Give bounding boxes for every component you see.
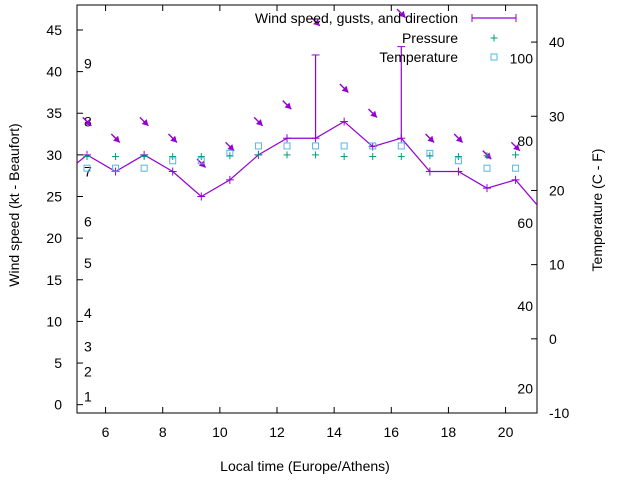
wind-direction-arrow xyxy=(282,100,292,110)
x-axis-label: Local time (Europe/Athens) xyxy=(220,458,390,474)
arrow-head xyxy=(370,110,377,118)
temperature-point xyxy=(483,164,491,172)
fahrenheit-label: 60 xyxy=(517,215,533,231)
temperature-point xyxy=(397,142,405,150)
arrow-head xyxy=(84,119,92,126)
beaufort-label: 6 xyxy=(84,213,92,229)
arrow-head xyxy=(255,119,263,126)
y-tick-label: 10 xyxy=(46,313,62,329)
arrow-head xyxy=(513,144,520,151)
wind-direction-arrow xyxy=(510,141,521,152)
x-tick-label: 12 xyxy=(269,424,285,440)
legend-marker xyxy=(490,53,498,61)
wind-direction-arrow xyxy=(453,133,464,143)
arrow-head xyxy=(170,135,177,143)
wind-direction-arrow xyxy=(110,133,121,143)
arrow-head xyxy=(313,19,320,26)
y-tick-label: 20 xyxy=(46,230,62,246)
wind-direction-arrow xyxy=(139,116,149,127)
y-tick-label: 0 xyxy=(54,397,62,413)
x-tick-label: 8 xyxy=(159,424,167,440)
wind-direction-arrow xyxy=(167,133,178,143)
y-tick-label: 40 xyxy=(46,64,62,80)
arrow-head xyxy=(427,135,435,143)
legend-label: Wind speed, gusts, and direction xyxy=(255,10,458,26)
wind-direction-arrow xyxy=(425,133,435,143)
temperature-point xyxy=(254,142,262,150)
y-tick-label: 5 xyxy=(54,355,62,371)
y-axis-label-right: Temperature (C - F) xyxy=(589,149,605,272)
arrow-head xyxy=(455,135,463,143)
temperature-point xyxy=(169,157,177,165)
y2-tick-label: 20 xyxy=(549,182,565,198)
wind-direction-arrow xyxy=(396,8,407,19)
fahrenheit-label: 20 xyxy=(517,381,533,397)
y-tick-label: 45 xyxy=(46,22,62,38)
beaufort-label: 9 xyxy=(84,55,92,71)
beaufort-labels: 123456789 xyxy=(84,55,92,404)
arrow-head xyxy=(141,119,149,126)
arrow-head xyxy=(227,144,235,151)
y2-tick-label: -10 xyxy=(549,405,569,421)
y2-tick-label: 40 xyxy=(549,34,565,50)
arrow-head xyxy=(341,85,349,93)
temperature-point xyxy=(283,142,291,150)
wind-direction-arrow xyxy=(253,116,264,127)
x-tick-label: 14 xyxy=(326,424,342,440)
wind-direction-arrow xyxy=(225,141,235,152)
y-tick-label: 35 xyxy=(46,105,62,121)
y2-tick-label: 10 xyxy=(549,257,565,273)
data-series xyxy=(77,8,537,206)
wind-direction-arrow xyxy=(82,116,92,127)
fahrenheit-label: 40 xyxy=(517,298,533,314)
temperature-point xyxy=(512,164,520,172)
temperature-point xyxy=(369,142,377,150)
y2-tick-label: 30 xyxy=(549,108,565,124)
legend: Wind speed, gusts, and direction Pressure… xyxy=(255,10,517,65)
x-tick-label: 20 xyxy=(498,424,514,440)
arrow-head xyxy=(398,10,406,18)
wind-direction-arrow xyxy=(367,108,378,118)
y-tick-label: 30 xyxy=(46,147,62,163)
x-tick-label: 18 xyxy=(441,424,457,440)
fahrenheit-label: 80 xyxy=(517,133,533,149)
wind-speed-line xyxy=(77,120,537,206)
wind-direction-arrow xyxy=(339,83,349,94)
temperature-point xyxy=(454,157,462,165)
axis-ticks: 6 8 10 12 14 16 18 20051015202530354045-1001020… xyxy=(46,5,569,440)
beaufort-label: 4 xyxy=(84,305,92,321)
y-tick-label: 25 xyxy=(46,189,62,205)
temperature-point xyxy=(140,164,148,172)
beaufort-label: 2 xyxy=(84,363,92,379)
wind-direction-arrow xyxy=(310,16,321,27)
plot-frame xyxy=(76,4,538,414)
legend-label: Pressure xyxy=(402,30,458,46)
x-tick-label: 6 xyxy=(102,424,110,440)
legend-label: Temperature xyxy=(379,49,458,65)
temperature-point xyxy=(426,149,434,157)
temperature-point xyxy=(197,157,205,165)
y-axis-label-left: Wind speed (kt - Beaufort) xyxy=(6,123,22,286)
beaufort-label: 5 xyxy=(84,255,92,271)
fahrenheit-label: 100 xyxy=(510,50,534,66)
arrow-head xyxy=(113,135,120,143)
fahrenheit-labels: 20 40 60 80 100 xyxy=(510,50,534,396)
temperature-point xyxy=(312,142,320,150)
y-tick-label: 15 xyxy=(46,272,62,288)
beaufort-label: 1 xyxy=(84,388,92,404)
arrow-head xyxy=(284,102,292,110)
temperature-point xyxy=(112,164,120,172)
y2-tick-label: 0 xyxy=(549,331,557,347)
temperature-point xyxy=(226,149,234,157)
beaufort-label: 3 xyxy=(84,338,92,354)
x-tick-label: 16 xyxy=(383,424,399,440)
temperature-point xyxy=(340,142,348,150)
x-tick-label: 10 xyxy=(212,424,228,440)
temperature-point xyxy=(83,164,91,172)
